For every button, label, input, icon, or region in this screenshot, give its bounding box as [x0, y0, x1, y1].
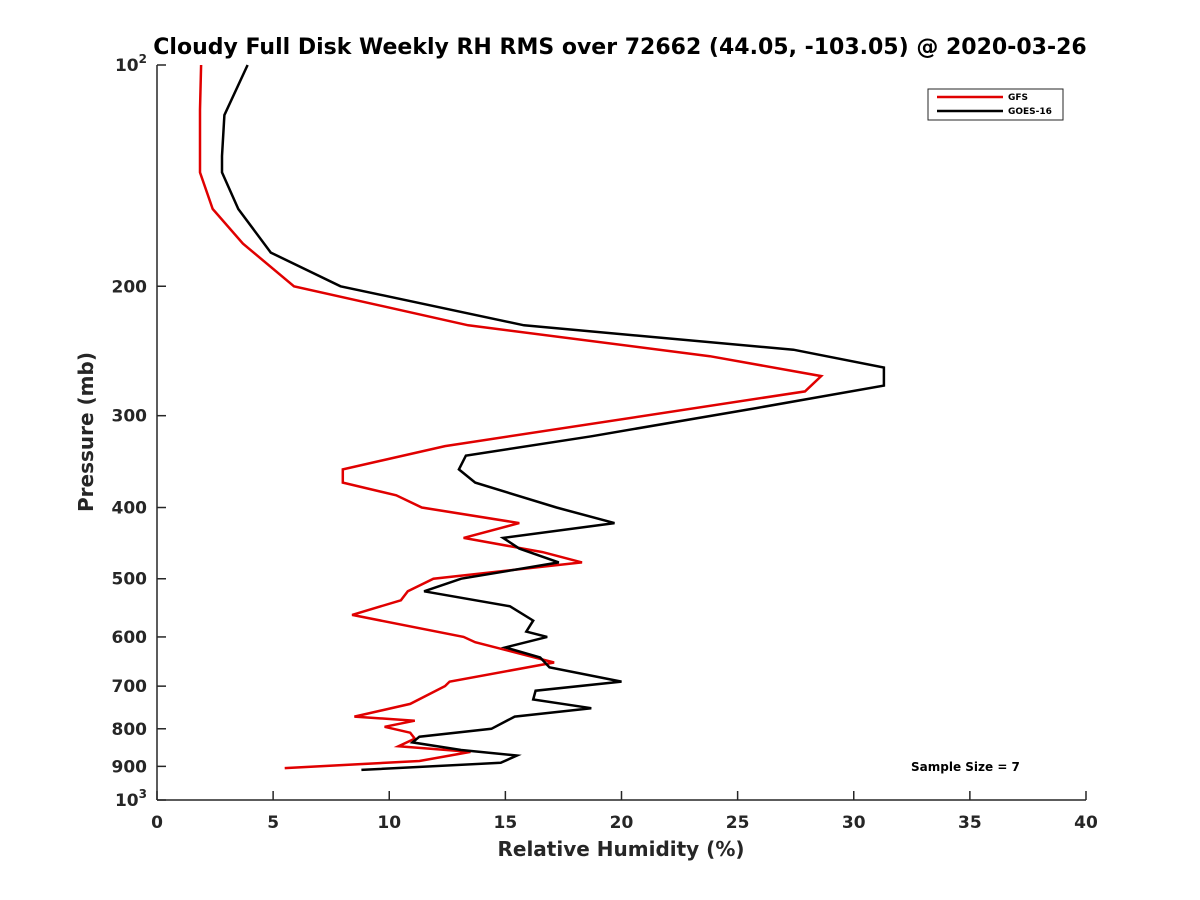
legend-label: GOES-16 [1008, 107, 1052, 117]
y-tick-label: 102 [115, 52, 147, 76]
legend: GFS GOES-16 [927, 88, 1064, 121]
y-tick-label: 103 [115, 787, 147, 811]
x-tick-label: 5 [267, 813, 279, 833]
series-lines [198, 64, 886, 772]
x-tick-label: 25 [726, 813, 750, 833]
y-tick-label: 300 [112, 407, 148, 427]
y-tick-label: 900 [112, 757, 148, 777]
y-tick-label: 400 [112, 499, 148, 519]
sample-size-annotation: Sample Size = 7 [911, 760, 1020, 774]
legend-box [927, 88, 1064, 121]
x-tick-label: 15 [494, 813, 518, 833]
y-tick-label: 600 [112, 628, 148, 648]
y-tick-label: 800 [112, 720, 148, 740]
x-axis-label: Relative Humidity (%) [497, 837, 744, 861]
series-line-goes-16 [220, 64, 886, 772]
x-tick-label: 20 [610, 813, 634, 833]
x-tick-label: 10 [377, 813, 401, 833]
y-axis-label: Pressure (mb) [74, 352, 98, 512]
x-tick-label: 0 [151, 813, 163, 833]
x-tick-label: 30 [842, 813, 866, 833]
legend-label: GFS [1008, 93, 1028, 103]
chart-title: Cloudy Full Disk Weekly RH RMS over 7266… [153, 35, 1086, 60]
y-tick-label: 700 [112, 677, 148, 697]
y-axis: 102 200 300 400 500 600 700 800 900 103 Pressure … [74, 52, 166, 811]
x-tick-label: 35 [958, 813, 982, 833]
x-axis: 0 5 10 15 20 25 30 35 40 Relative Humidity (%) [151, 791, 1098, 861]
y-tick-label: 500 [112, 570, 148, 590]
x-tick-label: 40 [1074, 813, 1098, 833]
series-line-gfs [198, 64, 824, 770]
y-tick-label: 200 [112, 277, 148, 297]
